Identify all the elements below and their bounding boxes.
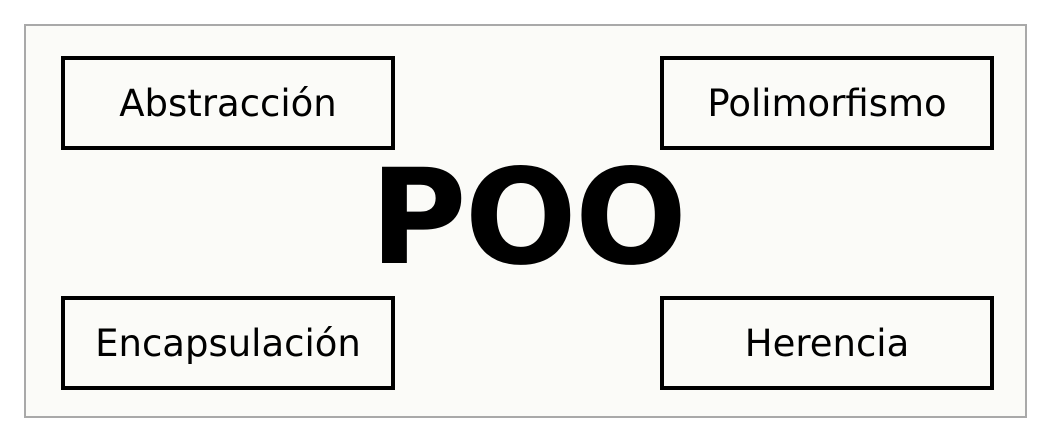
concept-box-encapsulacion: Encapsulación	[61, 296, 395, 390]
concept-box-abstraccion: Abstracción	[61, 56, 395, 150]
diagram-canvas: Abstracción Polimorfismo POO Encapsulaci…	[24, 24, 1027, 418]
concept-box-herencia: Herencia	[660, 296, 994, 390]
concept-label-herencia: Herencia	[744, 321, 910, 365]
concept-label-encapsulacion: Encapsulación	[95, 321, 361, 365]
concept-label-polimorfismo: Polimorfismo	[707, 81, 947, 125]
concept-label-abstraccion: Abstracción	[119, 81, 337, 125]
center-title: POO	[369, 141, 687, 295]
concept-box-polimorfismo: Polimorfismo	[660, 56, 994, 150]
